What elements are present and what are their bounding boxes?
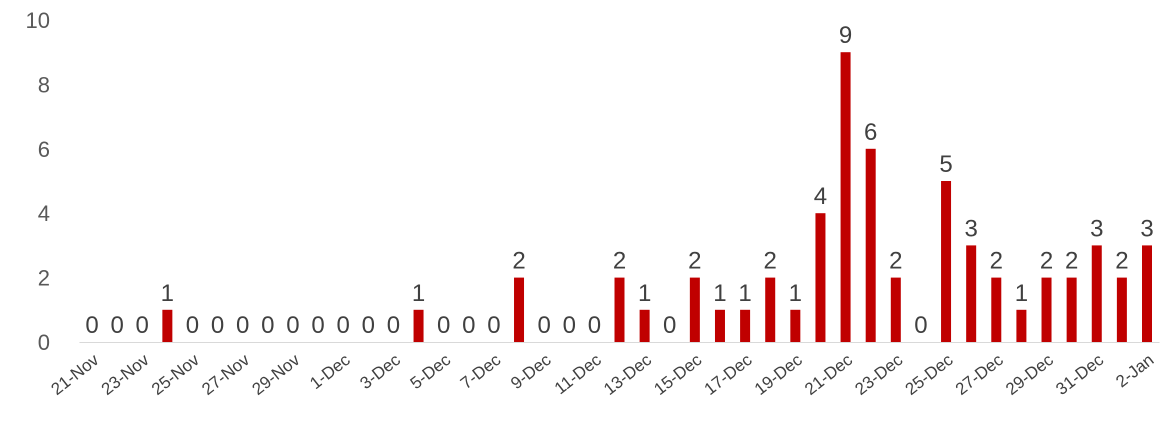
x-tick-label: 13-Dec [600, 350, 655, 399]
bar [1066, 277, 1077, 342]
data-label: 2 [613, 248, 626, 275]
bar [162, 309, 173, 342]
x-tick-label: 25-Nov [148, 350, 203, 399]
data-label: 2 [764, 248, 777, 275]
data-label: 0 [337, 312, 350, 339]
data-label: 0 [311, 312, 324, 339]
data-label: 1 [713, 280, 726, 307]
data-label: 9 [839, 22, 852, 49]
data-label: 5 [939, 151, 952, 178]
x-tick-label: 7-Dec [457, 350, 505, 393]
bar [689, 277, 700, 342]
bar [714, 309, 725, 342]
bar [840, 52, 851, 342]
x-tick-label: 21-Nov [48, 350, 103, 399]
data-label: 0 [236, 312, 249, 339]
data-label: 0 [186, 312, 199, 339]
bar [890, 277, 901, 342]
y-tick-label: 8 [38, 72, 50, 97]
data-label: 0 [663, 312, 676, 339]
x-tick-label: 11-Dec [551, 350, 605, 398]
data-label: 0 [110, 312, 123, 339]
data-label: 1 [738, 280, 751, 307]
data-label: 0 [387, 312, 400, 339]
data-label: 2 [990, 248, 1003, 275]
x-tick-label: 17-Dec [701, 350, 756, 399]
data-label: 2 [1065, 248, 1078, 275]
data-label: 2 [889, 248, 902, 275]
y-tick-label: 6 [38, 137, 50, 162]
bar [413, 309, 424, 342]
y-tick-label: 2 [38, 266, 50, 291]
y-axis: 0 2 4 6 8 10 [26, 8, 50, 355]
x-tick-label: 19-Dec [751, 350, 806, 399]
y-tick-label: 0 [38, 330, 50, 355]
bar [1091, 245, 1102, 342]
x-tick-label: 1-Dec [306, 350, 354, 393]
bar [1041, 277, 1052, 342]
data-label: 0 [588, 312, 601, 339]
bar [614, 277, 625, 342]
data-label: 1 [638, 280, 651, 307]
x-tick-label: 29-Dec [1002, 350, 1057, 399]
data-label: 0 [261, 312, 274, 339]
data-label: 0 [211, 312, 224, 339]
data-label: 2 [1115, 248, 1128, 275]
x-tick-label: 27-Nov [198, 350, 253, 399]
data-label: 0 [286, 312, 299, 339]
bar [1142, 245, 1152, 342]
bars [162, 52, 1152, 342]
data-label: 1 [161, 280, 174, 307]
data-label: 1 [789, 280, 802, 307]
x-tick-label: 3-Dec [356, 350, 404, 393]
data-label: 0 [362, 312, 375, 339]
x-tick-label: 31-Dec [1052, 350, 1107, 399]
bar [790, 309, 801, 342]
y-tick-label: 4 [38, 201, 50, 226]
data-label: 0 [462, 312, 475, 339]
bar [639, 309, 650, 342]
bar [966, 245, 977, 342]
data-label: 6 [864, 119, 877, 146]
bar [765, 277, 776, 342]
x-tick-label: 2-Jan [1112, 350, 1157, 391]
x-tick-label: 23-Dec [851, 350, 906, 399]
bar [991, 277, 1002, 342]
x-tick-label: 29-Nov [249, 350, 304, 399]
data-label: 2 [512, 248, 525, 275]
data-label: 1 [412, 280, 425, 307]
bar [1016, 309, 1027, 342]
x-tick-label: 5-Dec [407, 350, 455, 393]
data-label: 4 [814, 183, 827, 210]
bar [1116, 277, 1127, 342]
x-tick-label: 15-Dec [650, 350, 705, 399]
bar [865, 148, 876, 342]
x-tick-label: 27-Dec [952, 350, 1007, 399]
data-label: 3 [1090, 215, 1103, 242]
x-tick-label: 9-Dec [507, 350, 555, 393]
x-tick-label: 25-Dec [902, 350, 957, 399]
data-label: 0 [537, 312, 550, 339]
data-label: 0 [914, 312, 927, 339]
bar [740, 309, 751, 342]
bar [514, 277, 525, 342]
data-label: 1 [1015, 280, 1028, 307]
data-label: 0 [85, 312, 98, 339]
x-tick-label: 21-Dec [801, 350, 856, 399]
data-label: 3 [964, 215, 977, 242]
data-label: 0 [136, 312, 149, 339]
bar [941, 181, 952, 342]
data-label: 3 [1140, 215, 1153, 242]
data-label: 2 [688, 248, 701, 275]
data-label: 0 [487, 312, 500, 339]
x-tick-label: 23-Nov [98, 350, 153, 399]
data-label: 0 [437, 312, 450, 339]
bar [815, 213, 826, 342]
data-label: 0 [563, 312, 576, 339]
y-tick-label: 10 [26, 8, 50, 33]
data-label: 2 [1040, 248, 1053, 275]
